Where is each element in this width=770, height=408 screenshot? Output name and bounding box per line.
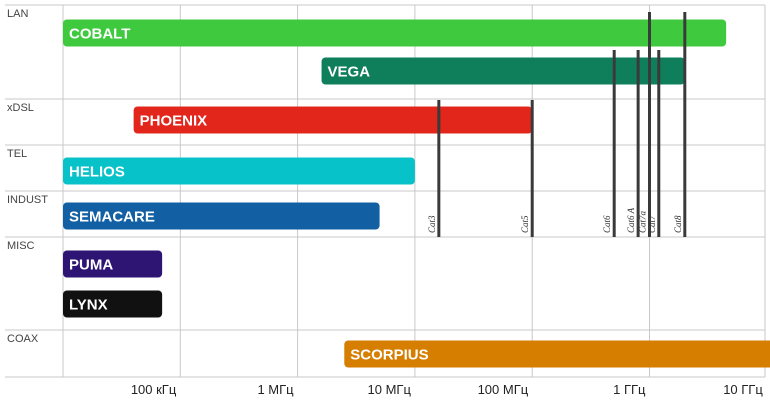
bar-label-puma: PUMA <box>69 257 113 274</box>
cable-label-cat7: Cat7 <box>647 215 657 233</box>
cable-label-cat7a: Cat7a <box>638 210 648 233</box>
category-label-indust: INDUST <box>7 194 48 206</box>
category-label-xdsl: xDSL <box>7 102 34 114</box>
bar-label-lynx: LYNX <box>69 297 108 314</box>
bar-vega <box>321 57 685 85</box>
x-tick-label: 10 ГГц <box>723 382 763 397</box>
bar-label-cobalt: COBALT <box>69 26 130 43</box>
x-tick-label: 1 МГц <box>257 382 294 397</box>
category-label-lan: LAN <box>7 8 28 20</box>
category-label-tel: TEL <box>7 148 27 160</box>
x-tick-label: 1 ГГц <box>613 382 646 397</box>
bar-puma <box>63 250 163 278</box>
bar-helios <box>63 157 415 185</box>
cable-label-cat5: Cat5 <box>520 215 530 233</box>
cable-label-cat3: Cat3 <box>427 215 437 233</box>
bar-scorpius <box>344 340 770 368</box>
bar-label-scorpius: SCORPIUS <box>350 347 428 364</box>
bar-label-semacare: SEMACARE <box>69 209 155 226</box>
category-label-coax: COAX <box>7 333 39 345</box>
cable-label-cat8: Cat8 <box>673 215 683 233</box>
cable-label-cat6-a: Cat6 A <box>626 207 636 233</box>
bar-label-helios: HELIOS <box>69 164 125 181</box>
bar-label-vega: VEGA <box>328 64 371 81</box>
x-tick-label: 100 кГц <box>131 382 177 397</box>
x-tick-label: 100 МГц <box>478 382 529 397</box>
bar-cobalt <box>63 19 727 47</box>
bar-lynx <box>63 290 163 318</box>
cable-label-cat6: Cat6 <box>602 215 612 233</box>
bar-phoenix <box>133 106 533 134</box>
bar-semacare <box>63 202 380 230</box>
bar-label-phoenix: PHOENIX <box>140 113 208 130</box>
x-tick-label: 10 МГц <box>368 382 412 397</box>
category-label-misc: MISC <box>7 240 35 252</box>
